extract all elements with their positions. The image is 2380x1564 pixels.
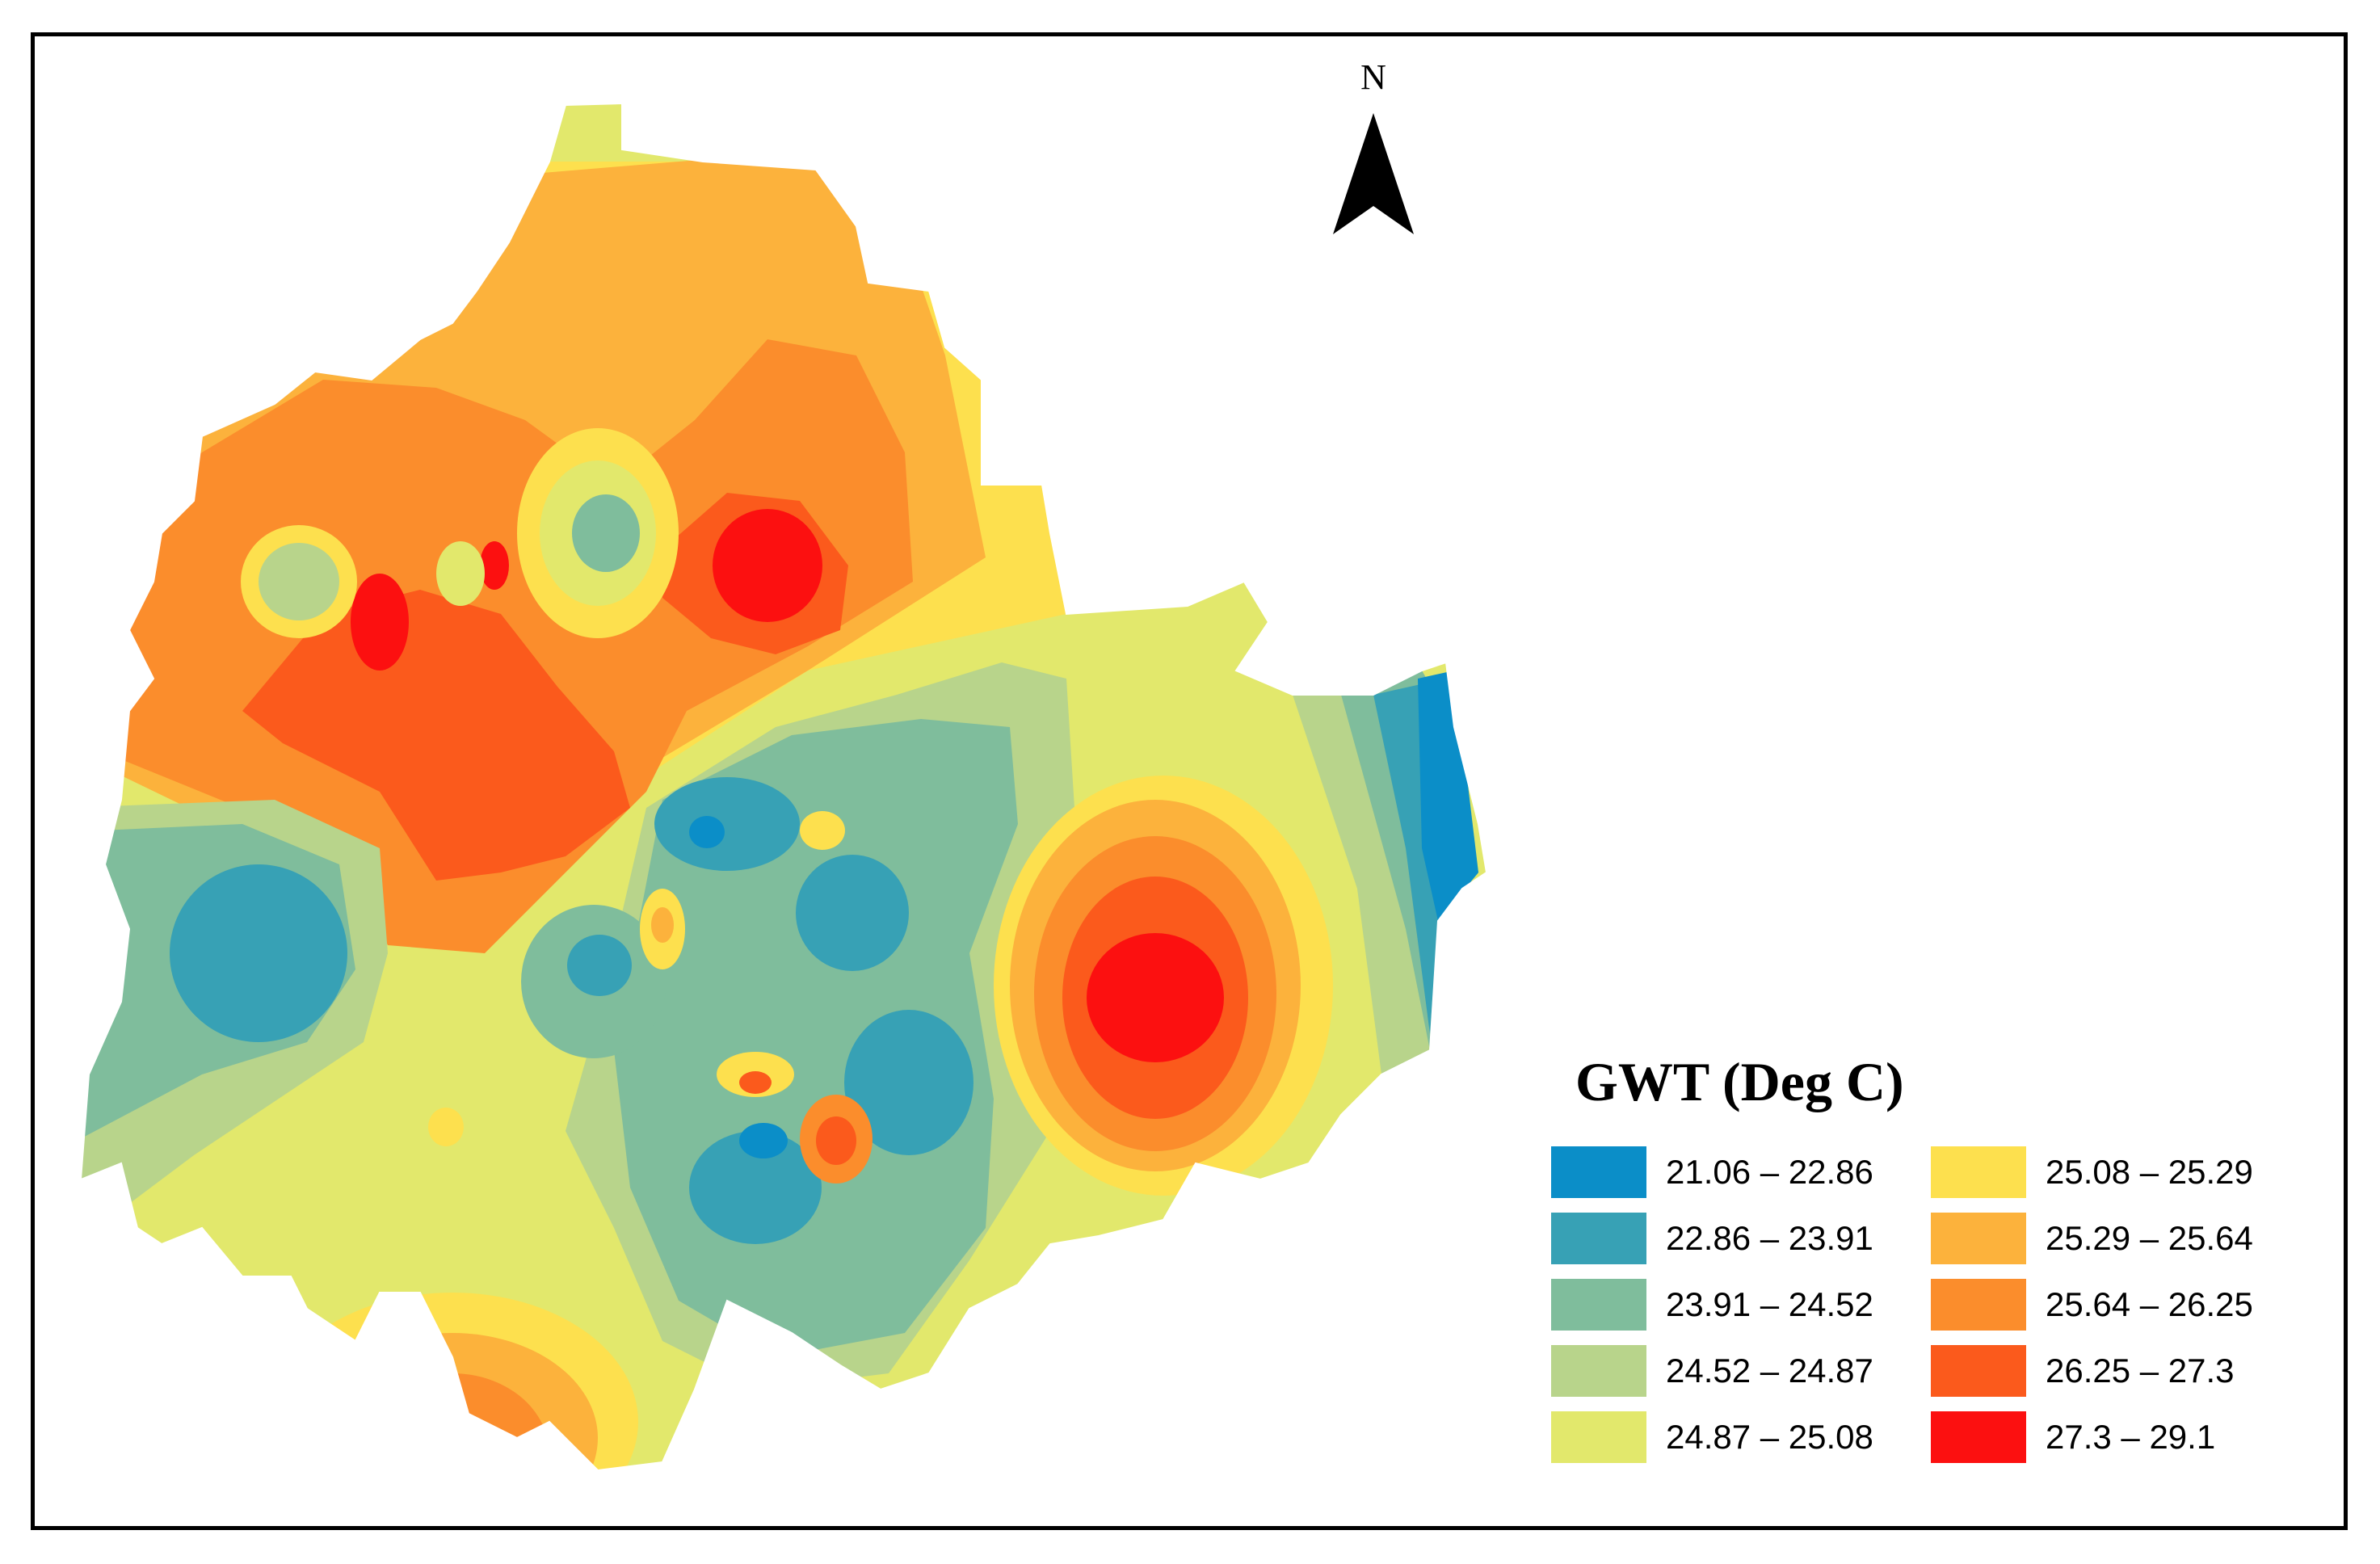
legend-item: 25.29 – 25.64 [1931,1213,2311,1264]
zone-c7-s [355,1373,549,1470]
legend-label: 25.29 – 25.64 [2046,1219,2253,1257]
zone-c7-i [651,907,674,943]
legend-swatch [1551,1279,1646,1331]
legend: GWT (Deg C) 21.06 – 22.86 25.08 – 25.29 22… [1551,1050,2343,1463]
legend-swatch [1931,1345,2026,1397]
zone-c0-a [689,816,725,848]
legend-item: 26.25 – 27.3 [1931,1345,2311,1397]
zone-c4-pocket1 [259,543,339,620]
legend-swatch [1931,1146,2026,1198]
legend-label: 21.06 – 22.86 [1666,1153,1873,1191]
legend-swatch [1551,1146,1646,1198]
zone-c1-c [844,1010,973,1155]
zone-c6-pocket3 [436,541,485,606]
legend-label: 25.64 – 26.25 [2046,1285,2253,1323]
legend-label: 25.08 – 25.29 [2046,1153,2253,1191]
legend-item: 24.52 – 24.87 [1551,1345,1931,1397]
legend-item: 25.64 – 26.25 [1931,1279,2311,1331]
zone-c5-j [428,1108,464,1146]
legend-swatch [1551,1345,1646,1397]
zone-c1-a [654,777,800,871]
legend-label: 24.87 – 25.08 [1666,1418,1873,1456]
legend-label: 27.3 – 29.1 [2046,1418,2216,1456]
legend-label: 24.52 – 24.87 [1666,1352,1873,1390]
zone-c5-f [800,811,845,850]
zone-c1-e [567,935,632,996]
legend-item: 24.87 – 25.08 [1551,1411,1931,1463]
zone-c4-pocket2 [572,494,640,572]
region-outline [79,102,1488,1472]
legend-label: 23.91 – 24.52 [1666,1285,1873,1323]
legend-item: 23.91 – 24.52 [1551,1279,1931,1331]
legend-label: 26.25 – 27.3 [2046,1352,2235,1390]
legend-item: 22.86 – 23.91 [1551,1213,1931,1264]
zone-c9-e [1087,933,1224,1062]
zone-c9 [242,590,630,881]
zone-c10a [713,509,822,622]
legend-swatch [1931,1411,2026,1463]
zone-c10b [351,574,409,671]
north-label: N [1360,57,1386,97]
legend-item: 25.08 – 25.29 [1931,1146,2311,1198]
legend-swatch [1931,1279,2026,1331]
legend-title: GWT (Deg C) [1575,1051,1904,1112]
zone-c1-d [689,1131,822,1244]
legend-item: 27.3 – 29.1 [1931,1411,2311,1463]
legend-label: 22.86 – 23.91 [1666,1219,1873,1257]
legend-swatch [1551,1213,1646,1264]
zone-c1-b [796,855,909,971]
zone-c1-sw [170,864,347,1042]
zone-c8-g [816,1116,856,1165]
zone-c0-east [1418,671,1478,921]
legend-swatch [1931,1213,2026,1264]
legend-item: 21.06 – 22.86 [1551,1146,1931,1198]
north-arrow-icon [1333,113,1414,234]
north-arrow: N [1325,57,1422,250]
legend-swatch [1551,1411,1646,1463]
zone-c6-s [307,1333,598,1470]
zone-c0-d [739,1123,788,1158]
legend-grid: 21.06 – 22.86 25.08 – 25.29 22.86 – 23.91 2… [1551,1146,2343,1463]
zone-c10c [480,541,509,590]
zone-c8-h [739,1071,772,1094]
